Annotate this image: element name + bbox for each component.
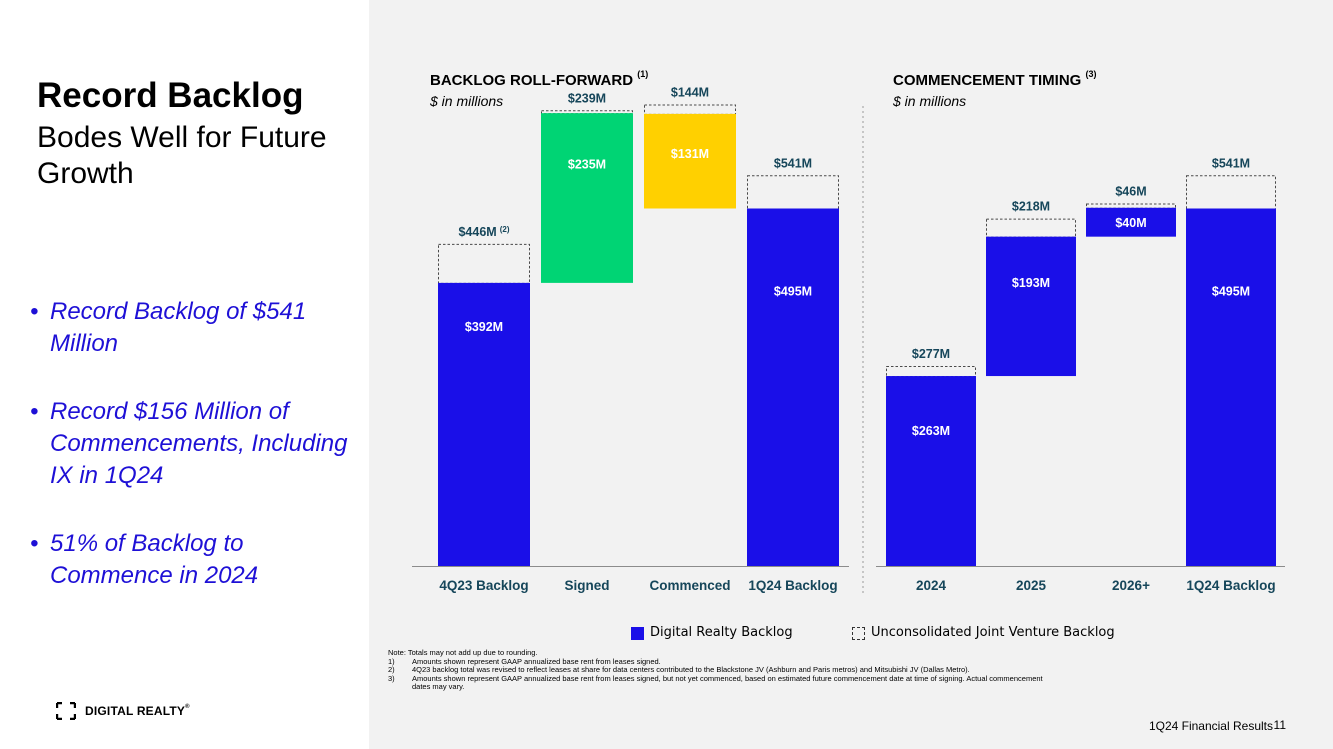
note-intro: Note: Totals may not add up due to round… [388,648,538,657]
bar-2025 [986,236,1076,377]
bar-2024 [886,376,976,566]
left-panel: Record Backlog Bodes Well for Future Gro… [0,0,369,749]
legend-swatch-blue [631,627,644,640]
bar-total-label: $277M [912,347,950,361]
note-line: 1) Amounts shown represent GAAP annualize… [388,656,661,666]
bar-1q24-backlog [1186,208,1276,566]
category-label: 1Q24 Backlog [1186,578,1275,593]
note-line: 3) Amounts shown represent GAAP annualize… [388,673,1043,683]
bullet-text: Record Backlog of $541 Million [50,298,307,357]
bar-2026- [1086,207,1176,237]
page-number: 11 [1273,718,1286,732]
bar-total-label: $218M [1012,200,1050,214]
bar-total-label: $46M [1115,184,1146,198]
category-label: 4Q23 Backlog [439,578,528,593]
note-line: dates may vary. [412,682,465,692]
bar-value-label: $392M [465,320,503,334]
category-label: Signed [564,578,609,593]
bar-total-label: $541M [774,156,812,170]
category-label: 1Q24 Backlog [748,578,837,593]
chart-title-commencement: COMMENCEMENT TIMING (3) [893,69,1097,89]
category-label: 2025 [1016,578,1047,593]
bar-commenced [644,113,736,209]
bar-value-label: $193M [1012,276,1050,290]
bullet-marker: • [30,298,39,325]
chart-subtitle-backlog: $ in millions [430,93,504,109]
bar-total-label: $239M [568,91,606,105]
legend-swatch-dashed [852,627,865,640]
jv-backlog-box [644,104,736,115]
category-label: 2026+ [1112,578,1150,593]
jv-backlog-box [1186,175,1276,210]
bar-signed [541,113,633,283]
bar-4q23-backlog [438,282,530,566]
logo-bracket-icon [56,702,76,720]
jv-backlog-box [886,365,976,378]
bar-total-label: $446M (2) [458,225,509,239]
jv-backlog-box [438,243,530,284]
jv-backlog-box [747,175,839,210]
footer-text: 1Q24 Financial Results [1148,719,1273,733]
footnotes: Note: Totals may not add up due to round… [388,648,1288,692]
slide-title: Record Backlog [37,76,304,115]
bar-value-label: $40M [1115,216,1146,230]
bullet-text: 51% of Backlog to Commence in 2024 [50,530,259,589]
bar-total-label: $541M [1212,156,1250,170]
bar-value-label: $495M [1212,285,1250,299]
chart-subtitle-commencement: $ in millions [893,93,967,109]
chart-title-backlog: BACKLOG ROLL-FORWARD (1) [430,69,649,89]
bar-value-label: $131M [671,147,709,161]
bar-1q24-backlog [747,208,839,566]
bar-value-label: $263M [912,424,950,438]
bar-value-label: $495M [774,285,812,299]
bullet-marker: • [30,398,39,425]
category-label: 2024 [916,578,947,593]
bullet-marker: • [30,530,39,557]
slide-subtitle: Bodes Well for Future Growth [37,121,327,190]
bullet-text: Record $156 Million of Commencements, In… [50,398,348,489]
note-line: 2) 4Q23 backlog total was revised to refl… [388,665,970,675]
jv-backlog-box [1086,203,1176,209]
bar-value-label: $235M [568,158,606,172]
legend-label: Unconsolidated Joint Venture Backlog [871,625,1115,640]
bar-total-label: $144M [671,86,709,100]
jv-backlog-box [986,218,1076,238]
category-label: Commenced [649,578,730,593]
logo-text: DIGITAL REALTY® [85,704,190,718]
jv-backlog-box [541,110,633,115]
legend-label: Digital Realty Backlog [650,625,793,640]
